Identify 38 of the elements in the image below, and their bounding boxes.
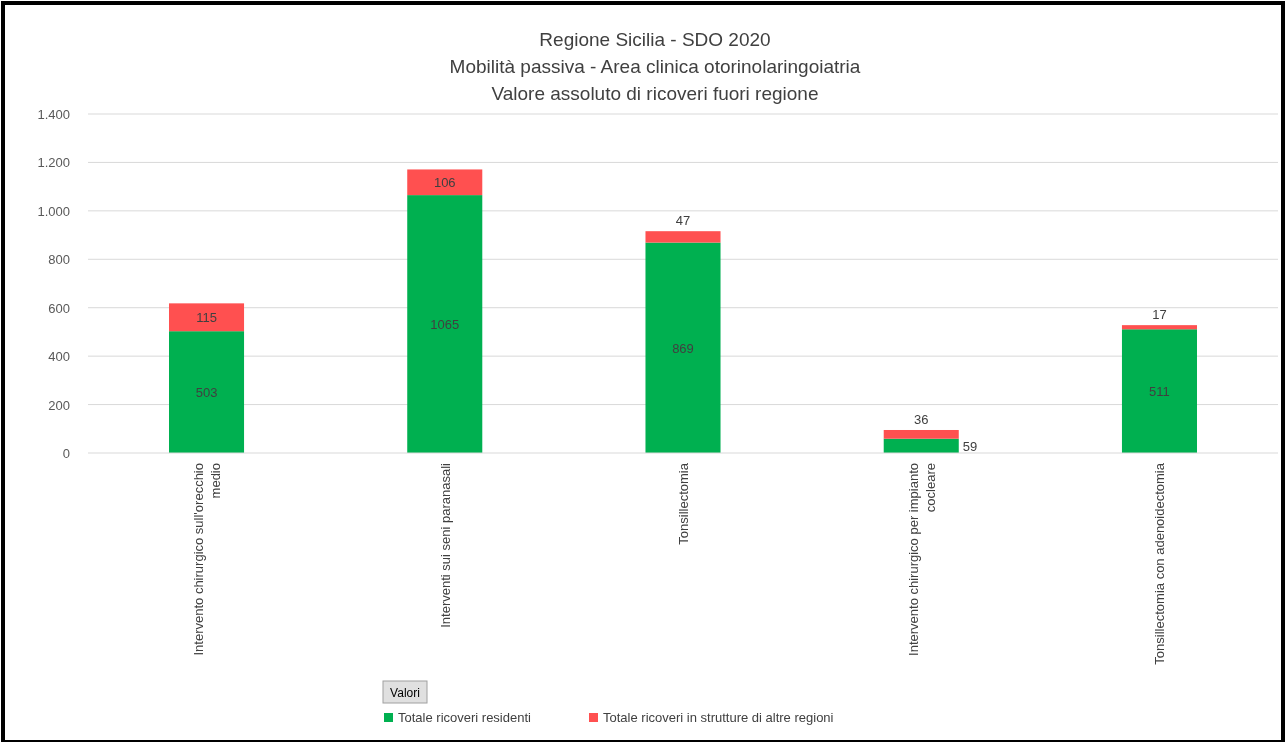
bar xyxy=(407,169,483,196)
y-tick-label: 1.400 xyxy=(37,107,70,122)
y-tick-label: 400 xyxy=(48,349,70,365)
y-tick-label: 1.200 xyxy=(37,155,70,171)
data-label: 47 xyxy=(675,213,691,229)
bar xyxy=(169,303,245,332)
data-label: 36 xyxy=(914,412,929,427)
x-tick-label: Tonsillectomia xyxy=(676,462,691,545)
bar xyxy=(883,438,959,453)
y-tick-label: 800 xyxy=(48,252,70,268)
legend-label: Totale ricoveri in strutture di altre regioni xyxy=(603,710,834,725)
y-tick-label: 600 xyxy=(48,300,70,316)
x-tick-label: Interventi sui seni paranasali xyxy=(437,462,453,628)
chart-title: Regione Sicilia - SDO 2020 xyxy=(539,29,771,50)
y-tick-label: 0 xyxy=(62,446,70,461)
data-label: 106 xyxy=(433,175,456,191)
bar xyxy=(645,242,721,453)
legend-label: Totale ricoveri residenti xyxy=(398,710,532,725)
y-tick-label: 200 xyxy=(48,397,70,413)
chart-subtitle: Mobilità passiva - Area clinica otorinolaringoiatria Valore assoluto di ricoveri fuori regione xyxy=(449,56,861,104)
data-label: 869 xyxy=(672,340,694,356)
field-button: Valori xyxy=(382,680,428,704)
data-label: 503 xyxy=(195,385,218,401)
data-label: 115 xyxy=(196,310,217,326)
data-label: 1065 xyxy=(430,317,460,333)
x-tick-label: Intervento chirurgico per impianto cocleare xyxy=(905,463,938,656)
data-label: 17 xyxy=(1152,307,1167,323)
data-label: 511 xyxy=(1149,384,1170,400)
x-tick-label: Tonsillectomia con adenoidectomia xyxy=(1152,462,1168,665)
bar xyxy=(1121,325,1197,330)
x-tick-label: Intervento chirurgico sull'orecchio medio xyxy=(191,463,224,656)
bar xyxy=(407,195,483,453)
bar xyxy=(883,430,959,439)
bar xyxy=(1121,329,1197,453)
bar xyxy=(169,331,245,453)
data-label: 59 xyxy=(962,438,978,454)
y-tick-label: 1.000 xyxy=(37,203,70,219)
bar xyxy=(645,231,721,243)
